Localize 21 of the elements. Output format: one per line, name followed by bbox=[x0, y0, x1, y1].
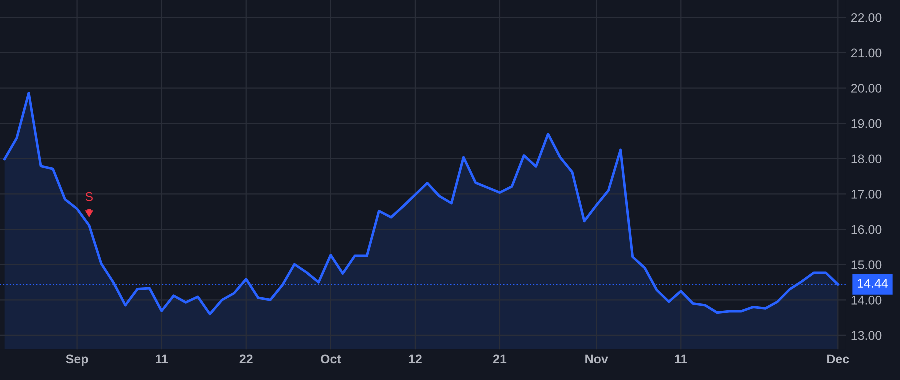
y-tick-label: 19.00 bbox=[852, 119, 882, 128]
ref-line-label: 14.44 bbox=[858, 279, 888, 288]
annotation: S bbox=[86, 192, 93, 202]
x-tick-label: 21 bbox=[493, 354, 507, 364]
x-tick-label: Sep bbox=[66, 354, 88, 366]
y-tick-label: 21.00 bbox=[851, 48, 882, 58]
x-tick-label: 22 bbox=[240, 354, 253, 364]
x-tick-label: 11 bbox=[156, 354, 168, 364]
y-tick-label: 17.00 bbox=[852, 190, 882, 199]
y-tick-label: 13.00 bbox=[852, 331, 882, 340]
x-tick-label: 11 bbox=[675, 354, 688, 364]
y-tick-label: 18.00 bbox=[852, 154, 882, 164]
x-tick-label: 12 bbox=[409, 354, 422, 364]
x-tick-label: Dec bbox=[828, 354, 850, 364]
y-tick-label: 14.00 bbox=[852, 296, 882, 305]
x-tick-label: Nov bbox=[586, 354, 608, 364]
x-tick-label: Oct bbox=[321, 354, 342, 364]
y-tick-label: 20.00 bbox=[851, 84, 882, 93]
y-tick-label: 15.00 bbox=[852, 260, 882, 270]
y-tick-label: 22.00 bbox=[851, 13, 882, 22]
y-tick-label: 16.00 bbox=[852, 225, 882, 234]
